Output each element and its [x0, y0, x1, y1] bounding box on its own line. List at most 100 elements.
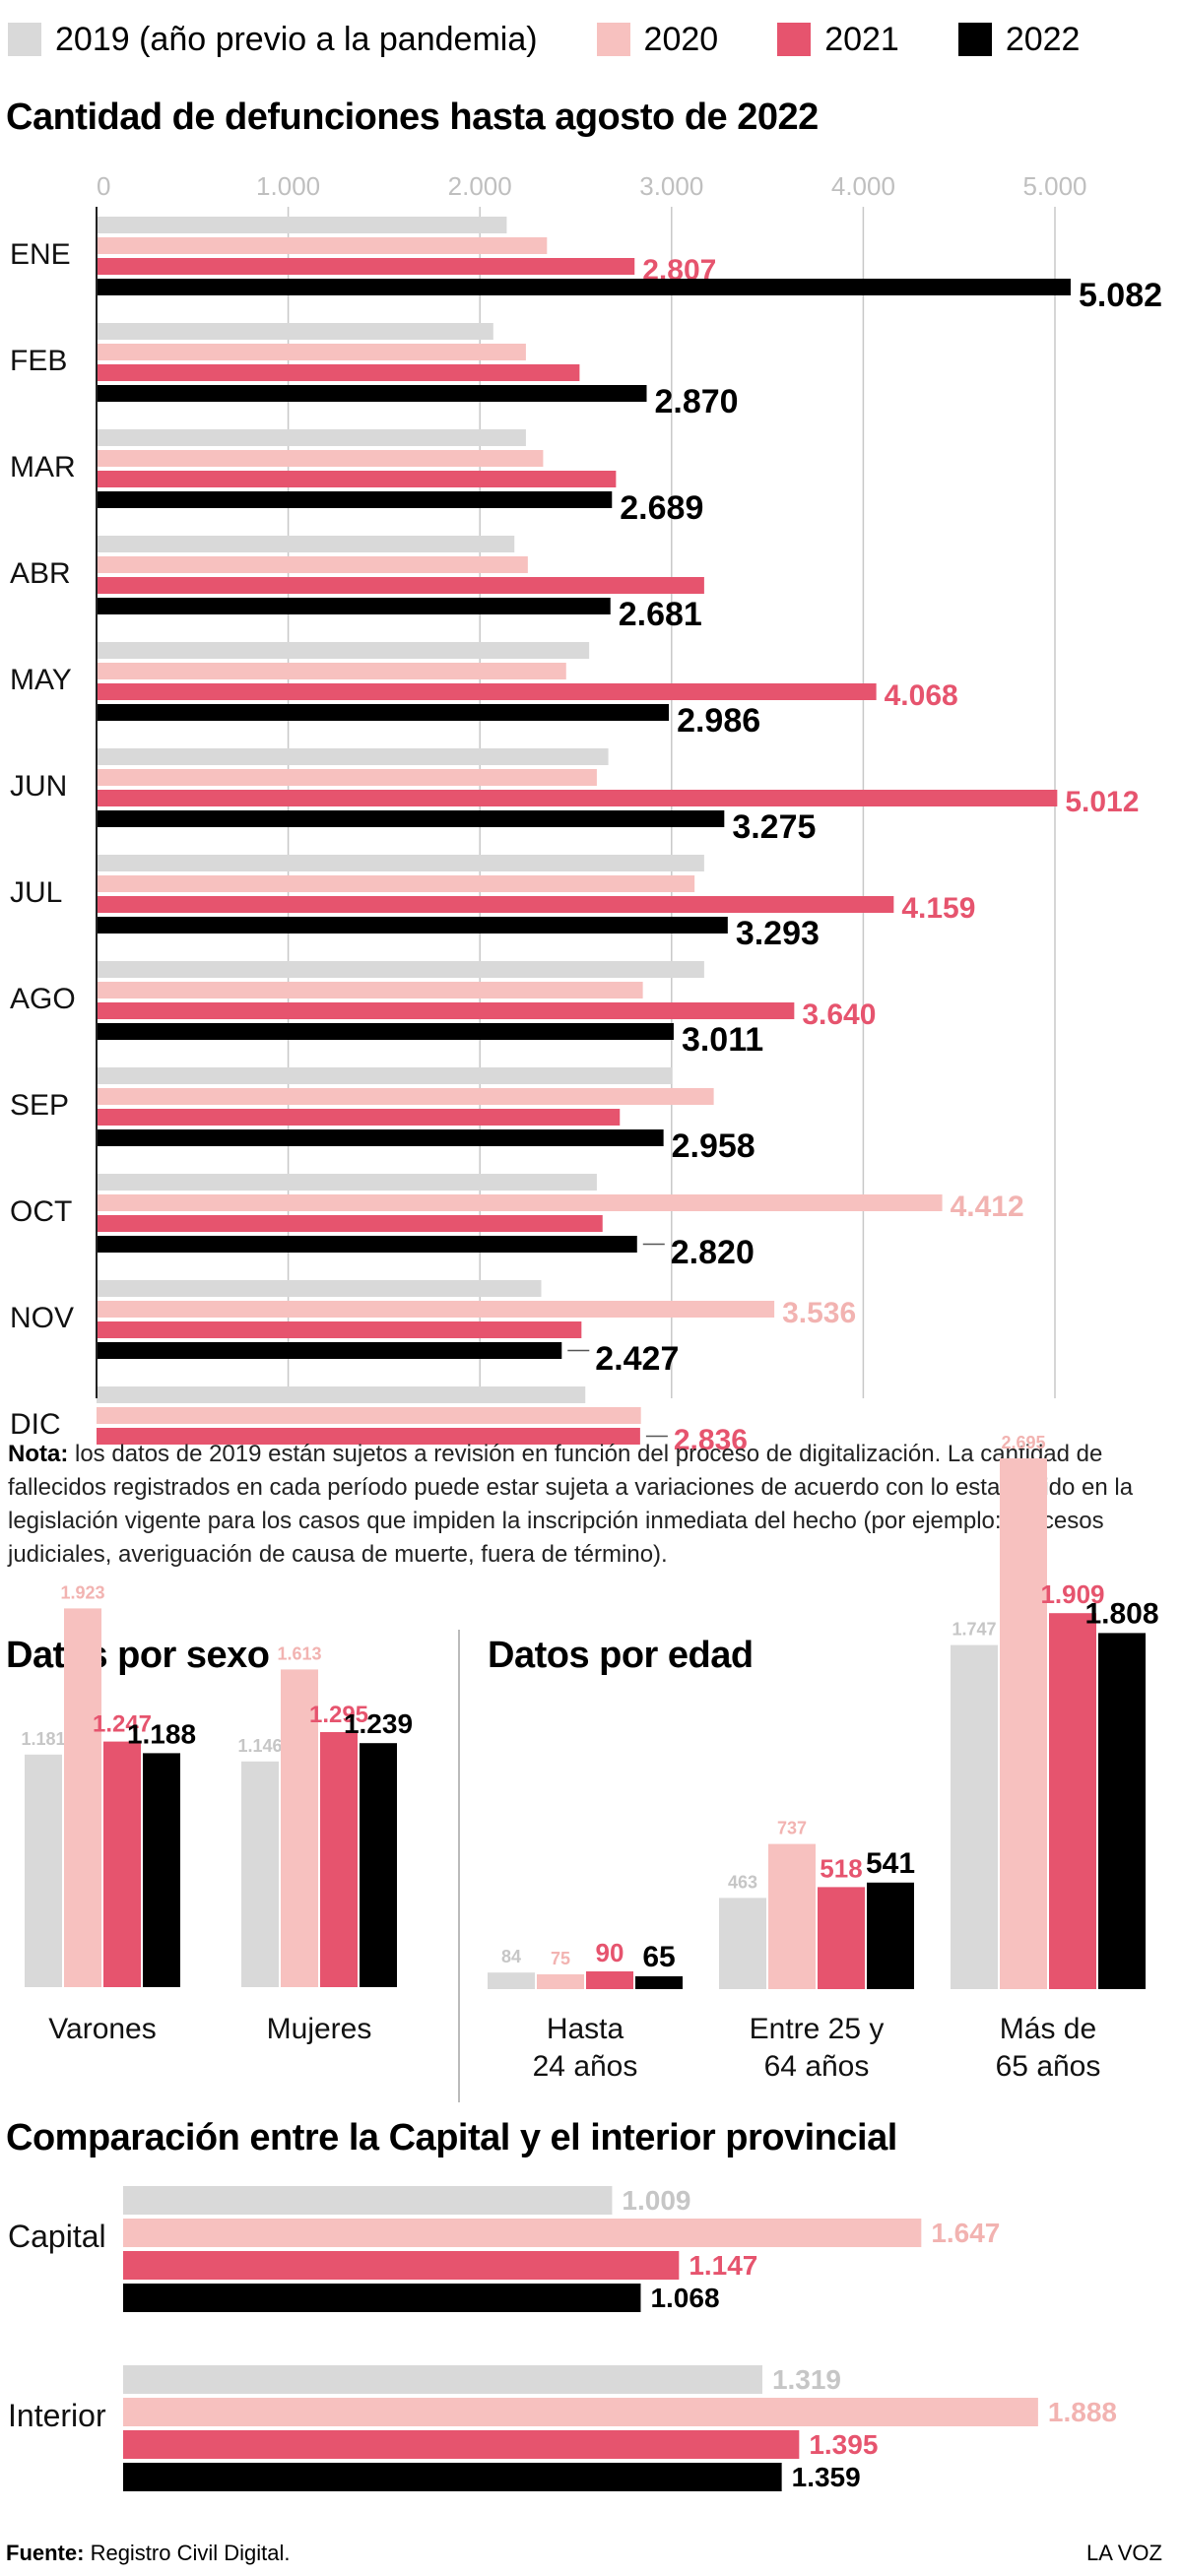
month-label: DIC: [10, 1408, 61, 1441]
legend-item-2021: 2021: [777, 21, 899, 59]
month-label: MAY: [10, 664, 72, 696]
bar-2022: [97, 1023, 674, 1040]
bar-2022: [97, 491, 613, 508]
bar-2020: [97, 450, 544, 467]
bar-2019: [97, 323, 493, 340]
data-label: 2.958: [672, 1127, 755, 1165]
data-label: 1.295: [309, 1702, 368, 1728]
bar-2020: [123, 2398, 1038, 2426]
data-label: 1.247: [93, 1711, 152, 1738]
data-label: 541: [866, 1847, 915, 1880]
month-label: AGO: [10, 983, 76, 1015]
data-label: 1.188: [127, 1718, 196, 1749]
data-label: 1.359: [792, 2462, 861, 2492]
bar-2021: [97, 1109, 621, 1126]
data-label: 2.870: [655, 383, 739, 420]
bar-2019: [97, 855, 704, 871]
month-label: JUL: [10, 876, 62, 909]
bar-2022: [97, 917, 728, 934]
data-label: 4.159: [901, 892, 975, 925]
bar-2022: [97, 810, 725, 827]
data-label: 75: [551, 1949, 570, 1968]
bar-2019: [123, 2365, 762, 2394]
bar-2019: [97, 961, 704, 978]
bar-2020: [97, 1301, 775, 1318]
bar-2022: [97, 279, 1071, 295]
month-label: NOV: [10, 1302, 74, 1334]
bar-2020: [123, 2219, 922, 2247]
bar-2019: [719, 1898, 766, 1989]
legend-item-2019: 2019 (año previo a la pandemia): [8, 21, 538, 59]
bar-2021: [123, 2251, 680, 2280]
legend-swatch-2021: [777, 23, 812, 56]
data-label: 2.689: [620, 489, 703, 527]
bar-2019: [951, 1644, 998, 1989]
data-label: 1.146: [237, 1736, 282, 1756]
month-label: ABR: [10, 557, 71, 590]
section-divider: [458, 1630, 460, 2102]
data-label: 2.986: [677, 702, 760, 740]
month-label: SEP: [10, 1089, 69, 1122]
bar-2022: [97, 1342, 562, 1359]
bar-2020: [97, 237, 548, 254]
data-label: 1.647: [931, 2218, 1000, 2248]
brand: LA VOZ: [1085, 2541, 1162, 2565]
age-chart-title: Datos por edad: [488, 1635, 754, 1676]
bar-2022: [1098, 1633, 1146, 1989]
bar-2020: [281, 1669, 318, 1987]
bar-2022: [360, 1743, 397, 1987]
legend-swatch-2020: [596, 23, 630, 56]
bar-2020: [97, 556, 528, 573]
data-label: 4.412: [951, 1191, 1024, 1223]
bar-2022: [635, 1976, 683, 1989]
month-label: JUN: [10, 770, 67, 803]
source-note: Fuente: Registro Civil Digital.: [6, 2541, 291, 2566]
bar-2021: [97, 1215, 603, 1232]
note-label: Nota:: [8, 1441, 69, 1467]
data-label: 1.909: [1040, 1579, 1104, 1609]
bar-2020: [97, 1194, 943, 1211]
bar-2022: [97, 1129, 664, 1146]
data-label: 1.395: [809, 2429, 878, 2460]
data-label: 1.923: [60, 1582, 104, 1602]
data-label: 1.747: [952, 1620, 996, 1640]
bar-2019: [97, 536, 515, 552]
data-label: 737: [777, 1819, 807, 1838]
data-label: 2.836: [674, 1424, 748, 1456]
data-label: 3.275: [732, 808, 816, 846]
bar-2021: [97, 1002, 795, 1019]
data-label: 5.082: [1079, 277, 1162, 314]
month-label: OCT: [10, 1195, 72, 1228]
category-label: Hasta: [547, 2013, 624, 2045]
data-label: 2.695: [1001, 1433, 1045, 1452]
category-label: Mujeres: [267, 2013, 372, 2045]
bar-2020: [64, 1608, 101, 1987]
x-tick-label: 2.000: [448, 171, 512, 201]
bar-2019: [97, 1067, 672, 1084]
bar-2020: [768, 1843, 816, 1989]
data-label: 1.613: [277, 1643, 321, 1663]
category-label: 65 años: [996, 2050, 1101, 2083]
data-label: 3.640: [802, 998, 876, 1031]
data-label: 4.068: [885, 679, 958, 712]
bar-2021: [97, 683, 877, 700]
data-label: 1.181: [21, 1729, 65, 1749]
data-label: 90: [596, 1938, 624, 1967]
x-tick-label: 4.000: [831, 171, 895, 201]
category-label: 64 años: [764, 2050, 870, 2083]
x-tick-label: 3.000: [639, 171, 703, 201]
note: Nota: los datos de 2019 están sujetos a …: [8, 1438, 1170, 1572]
legend-swatch-2019: [8, 23, 41, 56]
bar-2021: [97, 258, 635, 275]
x-tick-label: 5.000: [1022, 171, 1086, 201]
bar-2020: [97, 1088, 714, 1105]
bar-2021: [818, 1887, 865, 1989]
bar-2021: [123, 2430, 800, 2459]
legend-label-2019: 2019 (año previo a la pandemia): [55, 20, 538, 58]
bar-2022: [97, 385, 647, 402]
data-label: 2.820: [671, 1234, 755, 1271]
bar-2021: [97, 790, 1058, 806]
bar-2020: [537, 1974, 584, 1989]
legend-item-2022: 2022: [957, 21, 1080, 59]
